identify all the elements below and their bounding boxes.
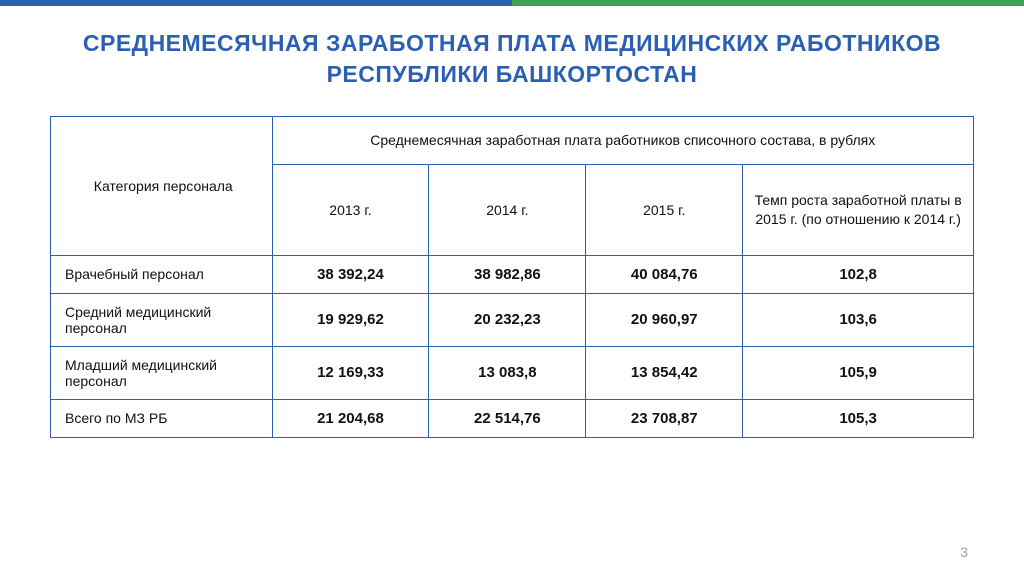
table-row: Всего по МЗ РБ 21 204,68 22 514,76 23 70… [51,399,974,437]
header-year-2013: 2013 г. [272,164,429,255]
page: СРЕДНЕМЕСЯЧНАЯ ЗАРАБОТНАЯ ПЛАТА МЕДИЦИНС… [0,0,1024,438]
cell-value: 12 169,33 [272,346,429,399]
cell-value: 20 232,23 [429,293,586,346]
cell-value: 105,3 [743,399,974,437]
cell-value: 38 392,24 [272,255,429,293]
salary-table: Категория персонала Среднемесячная зараб… [50,116,974,438]
row-label: Младший медицинский персонал [51,346,273,399]
row-label: Врачебный персонал [51,255,273,293]
cell-value: 13 854,42 [586,346,743,399]
cell-value: 40 084,76 [586,255,743,293]
cell-value: 38 982,86 [429,255,586,293]
cell-value: 103,6 [743,293,974,346]
header-category: Категория персонала [51,117,273,256]
page-number: 3 [960,544,968,560]
table-row: Средний медицинский персонал 19 929,62 2… [51,293,974,346]
page-title: СРЕДНЕМЕСЯЧНАЯ ЗАРАБОТНАЯ ПЛАТА МЕДИЦИНС… [50,28,974,90]
cell-value: 23 708,87 [586,399,743,437]
row-label: Всего по МЗ РБ [51,399,273,437]
cell-value: 105,9 [743,346,974,399]
cell-value: 21 204,68 [272,399,429,437]
cell-value: 20 960,97 [586,293,743,346]
row-label: Средний медицинский персонал [51,293,273,346]
header-super: Среднемесячная заработная плата работник… [272,117,973,165]
header-year-2014: 2014 г. [429,164,586,255]
cell-value: 102,8 [743,255,974,293]
cell-value: 19 929,62 [272,293,429,346]
cell-value: 13 083,8 [429,346,586,399]
header-year-2015: 2015 г. [586,164,743,255]
table-row: Врачебный персонал 38 392,24 38 982,86 4… [51,255,974,293]
table-row: Младший медицинский персонал 12 169,33 1… [51,346,974,399]
cell-value: 22 514,76 [429,399,586,437]
header-rate: Темп роста заработной платы в 2015 г. (п… [743,164,974,255]
